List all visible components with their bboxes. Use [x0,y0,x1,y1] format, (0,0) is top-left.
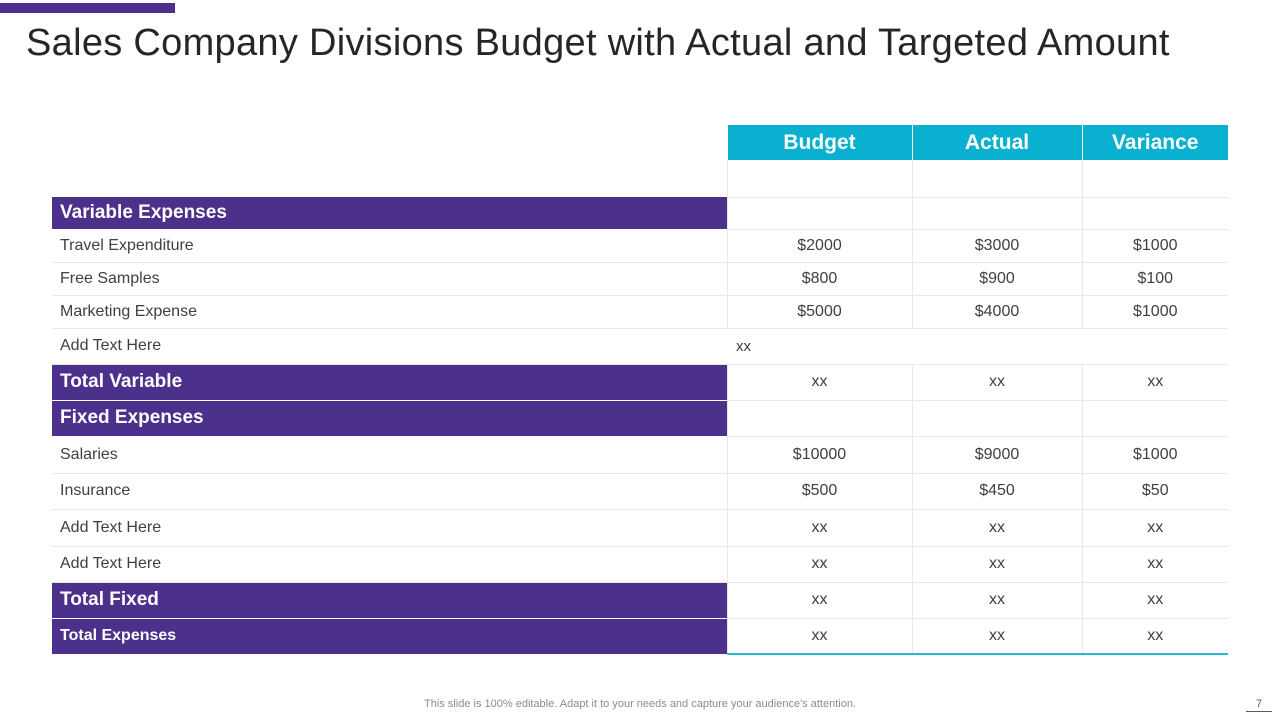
row-label: Travel Expenditure [52,229,727,263]
table-row: Salaries $10000 $9000 $1000 [52,436,1228,474]
row-label: Insurance [52,473,727,510]
row-label: Add Text Here [52,328,727,365]
actual-cell: $450 [911,473,1082,510]
actual-cell: xx [911,546,1082,583]
actual-cell: $4000 [911,295,1082,329]
table-row: Add Text Here xx [52,328,1228,365]
page-number: 7 [1246,698,1272,712]
table-row: Insurance $500 $450 $50 [52,473,1228,510]
variance-cell: $1000 [1081,295,1228,329]
header-row: Budget Actual Variance [52,125,1228,160]
budget-table: Budget Actual Variance Variable Expenses… [52,125,1228,655]
table-row: Marketing Expense $5000 $4000 $1000 [52,295,1228,329]
budget-cell: $10000 [726,436,912,474]
total-fixed-label: Total Fixed [52,582,727,619]
budget-cell: xx [726,618,912,655]
fixed-section-row: Fixed Expenses [52,400,1228,437]
actual-cell: xx [911,364,1082,401]
note-cell: xx [727,328,1228,365]
footer-note: This slide is 100% editable. Adapt it to… [424,698,856,710]
variance-cell: $1000 [1081,436,1228,474]
budget-cell: xx [726,546,912,583]
total-expenses-label: Total Expenses [52,618,727,655]
variable-section-row: Variable Expenses [52,197,1228,230]
variance-cell: xx [1081,546,1228,583]
budget-cell: xx [726,509,912,547]
actual-cell: $900 [911,262,1082,296]
total-fixed-row: Total Fixed xx xx xx [52,582,1228,619]
variance-cell: $100 [1081,262,1228,296]
variance-cell: $50 [1081,473,1228,510]
budget-cell: $5000 [726,295,912,329]
budget-cell: $800 [726,262,912,296]
variance-cell: xx [1081,582,1228,619]
table-row: Free Samples $800 $900 $100 [52,262,1228,296]
row-label: Free Samples [52,262,727,296]
total-variable-row: Total Variable xx xx xx [52,364,1228,401]
actual-cell: xx [911,582,1082,619]
variance-cell: xx [1081,618,1228,655]
row-label: Salaries [52,436,727,474]
empty-cell [1081,197,1228,230]
budget-cell: $2000 [726,229,912,263]
budget-cell: $500 [726,473,912,510]
variance-cell: xx [1081,364,1228,401]
header-variance: Variance [1081,125,1228,160]
empty-cell [726,400,912,437]
table-row: Travel Expenditure $2000 $3000 $1000 [52,229,1228,263]
total-expenses-row: Total Expenses xx xx xx [52,618,1228,655]
variable-section-label: Variable Expenses [52,197,727,230]
spacer-cell [726,160,912,198]
header-blank-cell [52,125,727,160]
empty-cell [911,400,1082,437]
actual-cell: $3000 [911,229,1082,263]
budget-cell: xx [726,364,912,401]
actual-cell: xx [911,618,1082,655]
variance-cell: $1000 [1081,229,1228,263]
actual-cell: $9000 [911,436,1082,474]
table-row: Add Text Here xx xx xx [52,509,1228,547]
total-variable-label: Total Variable [52,364,727,401]
row-label: Add Text Here [52,509,727,547]
spacer-blank-cell [52,160,727,197]
fixed-section-label: Fixed Expenses [52,400,727,437]
empty-cell [1081,400,1228,437]
spacer-cell [911,160,1082,198]
slide-title: Sales Company Divisions Budget with Actu… [26,22,1170,64]
budget-cell: xx [726,582,912,619]
actual-cell: xx [911,509,1082,547]
empty-cell [911,197,1082,230]
empty-cell [726,197,912,230]
row-label: Marketing Expense [52,295,727,329]
table-row: Add Text Here xx xx xx [52,546,1228,583]
row-label: Add Text Here [52,546,727,583]
header-budget: Budget [726,125,912,160]
variance-cell: xx [1081,509,1228,547]
spacer-cell [1081,160,1228,198]
header-actual: Actual [911,125,1082,160]
title-accent-bar [0,3,175,13]
spacer-row [52,160,1228,198]
